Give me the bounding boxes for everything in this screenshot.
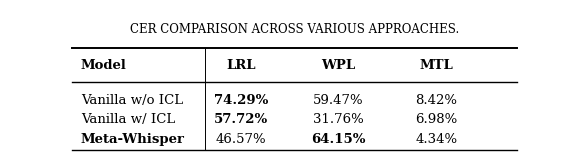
Text: MTL: MTL — [420, 59, 453, 72]
Text: 4.34%: 4.34% — [416, 133, 457, 146]
Text: Vanilla w/ ICL: Vanilla w/ ICL — [80, 113, 175, 126]
Text: Meta-Whisper: Meta-Whisper — [80, 133, 185, 146]
Text: Vanilla w/o ICL: Vanilla w/o ICL — [80, 94, 183, 107]
Text: 31.76%: 31.76% — [313, 113, 364, 126]
Text: 46.57%: 46.57% — [215, 133, 266, 146]
Text: 74.29%: 74.29% — [214, 94, 268, 107]
Text: 8.42%: 8.42% — [416, 94, 457, 107]
Text: 64.15%: 64.15% — [312, 133, 366, 146]
Text: Model: Model — [80, 59, 126, 72]
Text: CER COMPARISON ACROSS VARIOUS APPROACHES.: CER COMPARISON ACROSS VARIOUS APPROACHES… — [130, 23, 459, 36]
Text: WPL: WPL — [321, 59, 356, 72]
Text: 6.98%: 6.98% — [416, 113, 457, 126]
Text: 57.72%: 57.72% — [214, 113, 268, 126]
Text: 59.47%: 59.47% — [313, 94, 364, 107]
Text: LRL: LRL — [226, 59, 255, 72]
